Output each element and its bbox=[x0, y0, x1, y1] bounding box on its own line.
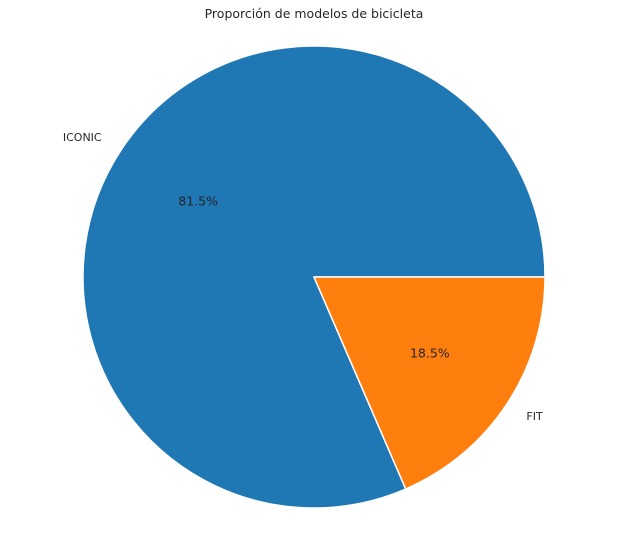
chart-title: Proporción de modelos de bicicleta bbox=[205, 6, 424, 21]
pie-slices bbox=[82, 45, 546, 509]
slice-label-iconic: ICONIC bbox=[63, 131, 102, 144]
slice-label-fit: FIT bbox=[526, 410, 543, 423]
pie-labels: ICONIC 81.5% FIT 18.5% bbox=[63, 131, 543, 423]
slice-percent-fit: 18.5% bbox=[410, 346, 450, 361]
pie-slice-fit bbox=[313, 276, 546, 490]
slice-percent-iconic: 81.5% bbox=[178, 193, 218, 208]
